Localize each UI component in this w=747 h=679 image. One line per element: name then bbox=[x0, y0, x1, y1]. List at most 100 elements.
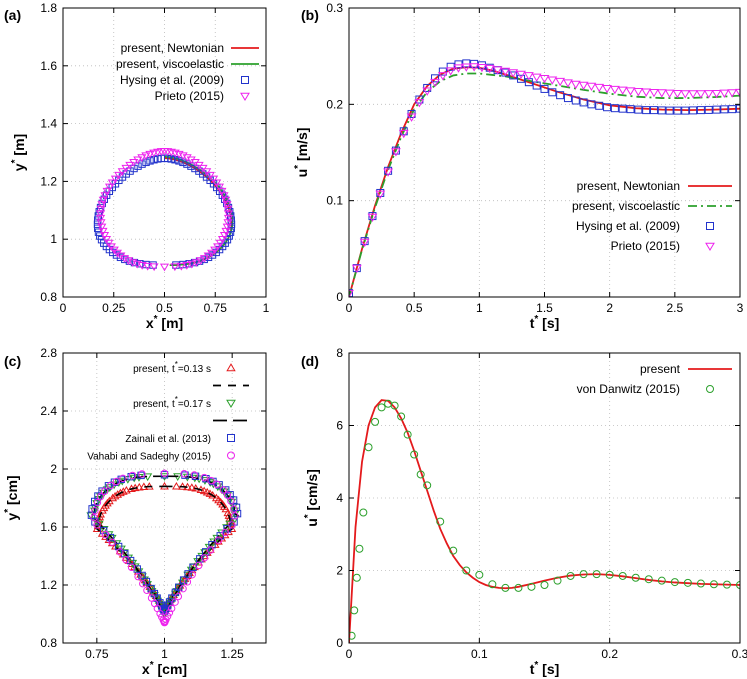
xtick-label-d-3: 0.3 bbox=[732, 647, 747, 661]
zainali-bubble-pt-14 bbox=[208, 541, 216, 549]
legend-symbol-a-3 bbox=[240, 92, 250, 102]
point-b-2-40 bbox=[657, 106, 666, 115]
point-b-2-48 bbox=[720, 105, 729, 114]
vahabi-bubble-pt-11 bbox=[228, 521, 236, 529]
prieto-bubble-pt-24 bbox=[222, 223, 232, 232]
point-b-3-7 bbox=[398, 129, 409, 139]
prieto-bubble-pt-74 bbox=[137, 154, 147, 163]
point-d-1-16 bbox=[449, 546, 458, 555]
point-b-2-38 bbox=[642, 106, 651, 115]
present-t013-bubble-pt-5 bbox=[191, 483, 201, 492]
vahabi-bubble-pt-10 bbox=[231, 512, 239, 520]
prieto-bubble-pt-69 bbox=[117, 168, 127, 176]
point-b-2-39 bbox=[649, 106, 658, 115]
plot-area-d bbox=[349, 399, 740, 643]
point-d-1-32 bbox=[657, 576, 666, 585]
ytick-label-b-1: 0.1 bbox=[326, 194, 343, 208]
prieto-bubble-pt-20 bbox=[223, 205, 233, 214]
point-b-2-43 bbox=[681, 106, 690, 115]
present-t017-bubble-pt-25 bbox=[197, 552, 207, 561]
zainali-bubble-pt-18 bbox=[184, 570, 192, 578]
zainali-bubble-pt-49 bbox=[98, 487, 106, 495]
point-b-3-41 bbox=[664, 89, 675, 98]
point-d-1-19 bbox=[488, 580, 497, 589]
prieto-bubble-pt-62 bbox=[98, 196, 108, 205]
prieto-bubble-pt-38 bbox=[176, 262, 186, 271]
point-b-3-3 bbox=[367, 213, 378, 223]
xlabel-d: t* [s] bbox=[530, 660, 560, 677]
vahabi-bubble-pt-35 bbox=[147, 594, 156, 602]
point-b-3-36 bbox=[625, 87, 636, 96]
prieto-bubble-pt-68 bbox=[114, 171, 124, 180]
vahabi-bubble-pt-13 bbox=[214, 536, 223, 544]
point-b-3-49 bbox=[727, 89, 738, 98]
point-b-2-31 bbox=[587, 100, 596, 109]
point-b-2-50 bbox=[736, 104, 740, 113]
prieto-bubble-pt-37 bbox=[182, 261, 192, 270]
xtick-label-c-1: 1 bbox=[161, 647, 168, 661]
series-d-0 bbox=[349, 399, 740, 643]
zainali-bubble-pt-3 bbox=[202, 475, 210, 483]
prieto-bubble-pt-41 bbox=[149, 263, 159, 272]
point-d-1-13 bbox=[416, 470, 425, 479]
point-b-3-29 bbox=[570, 80, 581, 90]
point-b-3-23 bbox=[523, 72, 534, 81]
point-d-1-30 bbox=[631, 573, 640, 582]
vahabi-bubble-pt-18 bbox=[183, 578, 192, 586]
prieto-bubble-pt-21 bbox=[223, 210, 233, 219]
point-b-3-4 bbox=[375, 190, 386, 199]
panel-tag-b: (b) bbox=[301, 7, 319, 23]
legend-label-b-2: Hysing et al. (2009) bbox=[576, 219, 680, 233]
prieto-bubble-pt-4 bbox=[174, 150, 184, 159]
point-b-3-24 bbox=[531, 73, 542, 82]
present-t017-bubble-pt-29 bbox=[183, 571, 193, 580]
point-b-3-30 bbox=[578, 81, 589, 91]
point-b-3-44 bbox=[688, 90, 698, 99]
ytick-label-a-0: 0.8 bbox=[40, 290, 57, 304]
vahabi-bubble-pt-36 bbox=[143, 586, 151, 595]
point-b-3-20 bbox=[500, 67, 511, 77]
xtick-label-b-3: 1.5 bbox=[536, 301, 553, 315]
vahabi-bubble-pt-2 bbox=[190, 471, 198, 479]
present-t017-bubble-pt-56 bbox=[149, 592, 159, 600]
point-d-1-26 bbox=[579, 570, 588, 579]
ytick-label-d-0: 0 bbox=[336, 636, 343, 650]
ytick-label-d-1: 2 bbox=[336, 564, 343, 578]
point-b-3-33 bbox=[602, 84, 612, 94]
present-t017-bubble-pt-11 bbox=[222, 492, 232, 500]
prieto-bubble-pt-70 bbox=[121, 164, 131, 173]
point-d-1-24 bbox=[553, 576, 562, 585]
ytick-label-b-2: 0.2 bbox=[326, 97, 343, 111]
point-b-3-32 bbox=[594, 83, 605, 93]
zainali-bubble-pt-19 bbox=[179, 576, 188, 584]
ytick-label-a-4: 1.6 bbox=[40, 59, 57, 73]
prieto-bubble-pt-48 bbox=[116, 252, 126, 261]
point-b-2-47 bbox=[712, 105, 721, 114]
point-d-1-6 bbox=[371, 417, 380, 426]
legend-label-c-4: Zainali et al. (2013) bbox=[125, 434, 211, 445]
point-d-1-22 bbox=[527, 582, 536, 591]
prieto-bubble-pt-33 bbox=[199, 255, 210, 263]
zainali-bubble-pt-52 bbox=[117, 475, 125, 484]
xlabel-c: x* [cm] bbox=[142, 660, 187, 677]
point-b-3-37 bbox=[633, 88, 644, 97]
point-d-1-25 bbox=[566, 571, 575, 580]
legend-label-c-5: Vahabi and Sadeghy (2015) bbox=[87, 452, 211, 463]
point-d-1-18 bbox=[475, 570, 484, 579]
point-b-3-0 bbox=[349, 289, 354, 297]
point-b-3-19 bbox=[492, 66, 503, 75]
plot-area-b bbox=[349, 59, 740, 297]
prieto-bubble-pt-72 bbox=[129, 159, 139, 167]
prieto-bubble-pt-52 bbox=[104, 239, 114, 248]
point-d-1-1 bbox=[350, 606, 359, 615]
vahabi-bubble-pt-41 bbox=[116, 548, 124, 556]
vahabi-bubble-pt-22 bbox=[167, 604, 176, 613]
zainali-bubble-pt-43 bbox=[99, 526, 108, 535]
point-d-1-14 bbox=[423, 481, 432, 490]
point-b-3-43 bbox=[680, 90, 691, 99]
vahabi-bubble-pt-38 bbox=[134, 572, 142, 581]
prieto-bubble-pt-18 bbox=[221, 196, 231, 205]
vahabi-bubble-pt-48 bbox=[96, 492, 105, 501]
hysing-bubble-pt-33 bbox=[204, 253, 213, 262]
ytick-label-b-0: 0 bbox=[336, 290, 343, 304]
